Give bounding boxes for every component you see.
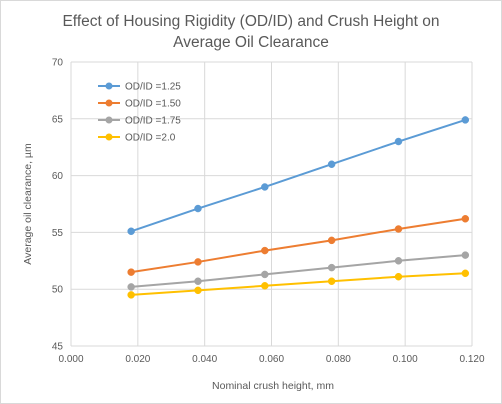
legend-item: OD/ID =2.0 (98, 133, 176, 144)
series-3 (127, 251, 470, 291)
x-tick-label: 0.000 (58, 354, 83, 365)
data-point (194, 204, 202, 213)
x-tick-label: 0.040 (192, 354, 217, 365)
x-tick-label: 0.100 (393, 354, 418, 365)
data-point (194, 258, 202, 266)
data-point (327, 160, 336, 168)
y-tick-label: 65 (52, 114, 64, 125)
data-point (394, 225, 403, 233)
data-point (127, 268, 135, 276)
data-point (261, 270, 269, 279)
y-axis-label: Average oil clearance, µm (22, 143, 34, 265)
gridlines (70, 61, 473, 347)
data-point (394, 272, 403, 281)
data-point (261, 246, 269, 255)
series-4 (127, 269, 470, 299)
data-point (461, 116, 470, 124)
data-point (461, 251, 470, 259)
data-point (327, 277, 336, 285)
data-point (394, 257, 403, 265)
data-point (327, 263, 336, 272)
x-tick-label: 0.060 (259, 354, 284, 365)
legend-item: OD/ID =1.50 (98, 99, 181, 110)
legend-marker (105, 82, 113, 90)
data-point (127, 283, 135, 291)
data-point (127, 227, 135, 236)
series-2 (127, 215, 470, 276)
data-point (261, 183, 269, 191)
legend-marker (105, 99, 113, 107)
legend-marker (105, 116, 113, 124)
x-tick-label: 0.020 (125, 354, 150, 365)
legend-label: OD/ID =1.75 (125, 116, 181, 127)
legend-label: OD/ID =2.0 (125, 133, 176, 144)
series-1 (127, 116, 470, 236)
legend: OD/ID =1.25 OD/ID =1.50 OD/ID =1.75 OD/ID =… (98, 82, 181, 144)
legend-item: OD/ID =1.25 (98, 82, 181, 93)
series-line (131, 254, 466, 288)
data-point (327, 236, 336, 245)
data-point (194, 286, 202, 295)
data-point (461, 269, 470, 278)
series-line (130, 217, 466, 274)
series-line (131, 272, 466, 296)
series-line (130, 118, 466, 233)
data-point (127, 291, 135, 299)
data-point (394, 137, 403, 146)
tick-labels: 45 50 55 60 65 70 0.000 0.020 0.040 0.060 0.080 0.1… (52, 58, 485, 366)
legend-marker (105, 133, 113, 141)
x-axis-label: Nominal crush height, mm (212, 380, 334, 392)
data-point (194, 277, 202, 285)
series-group (127, 116, 470, 299)
y-tick-label: 55 (52, 228, 64, 239)
y-tick-label: 60 (52, 171, 64, 182)
legend-label: OD/ID =1.50 (125, 99, 181, 110)
chart-title-line-1: Effect of Housing Rigidity (OD/ID) and C… (62, 13, 439, 30)
data-point (461, 215, 470, 223)
y-tick-label: 50 (52, 285, 64, 296)
x-tick-label: 0.120 (459, 354, 484, 365)
legend-label: OD/ID =1.25 (125, 82, 181, 93)
x-tick-label: 0.080 (326, 354, 351, 365)
y-tick-label: 70 (52, 58, 64, 69)
chart-title-line-2: Average Oil Clearance (173, 34, 329, 51)
y-tick-label: 45 (52, 342, 64, 353)
legend-item: OD/ID =1.75 (98, 116, 181, 127)
data-point (261, 282, 269, 290)
